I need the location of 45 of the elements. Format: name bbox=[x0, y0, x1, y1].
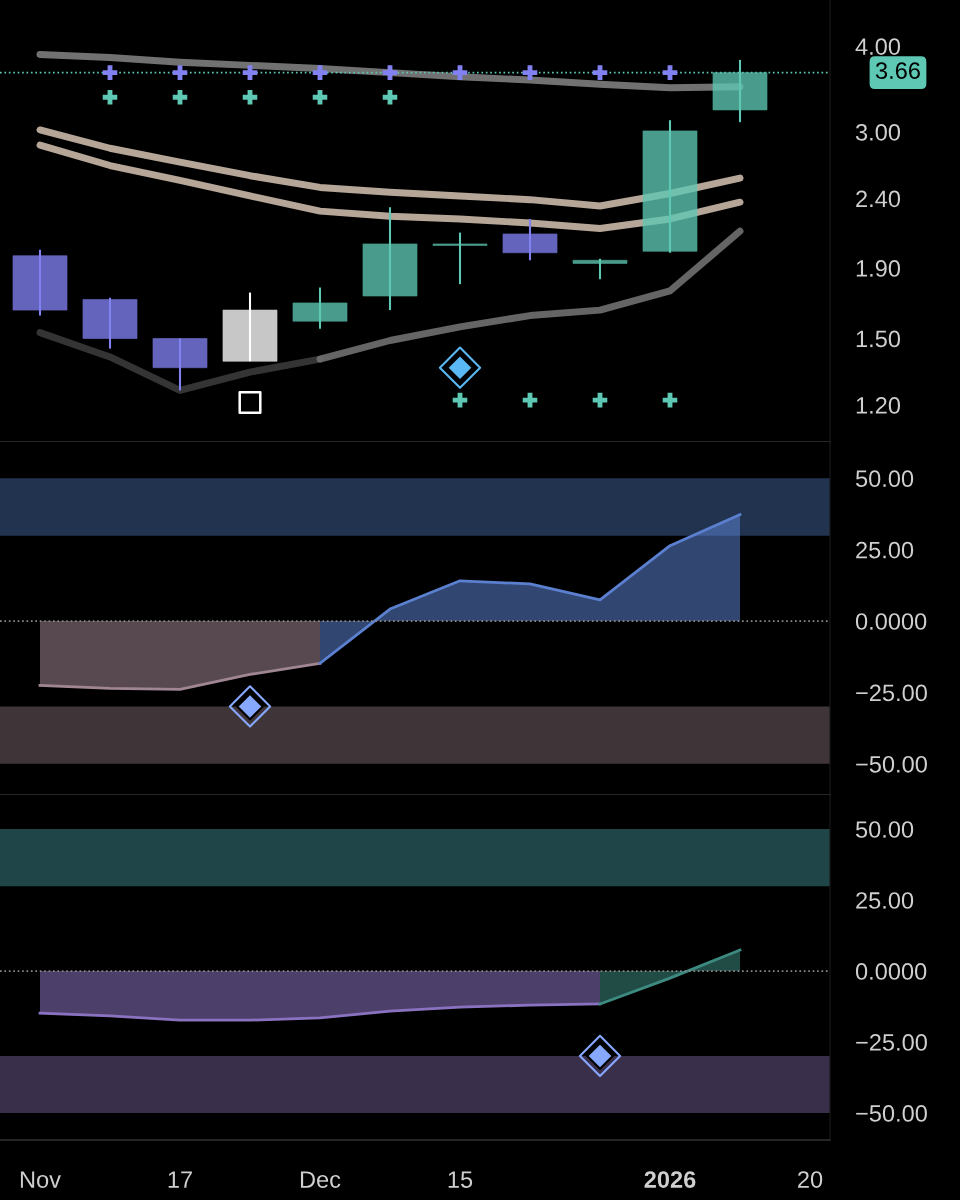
x-tick-label: 15 bbox=[448, 1171, 473, 1188]
point bbox=[662, 65, 678, 80]
point bbox=[592, 65, 608, 80]
point bbox=[522, 392, 538, 408]
point bbox=[172, 89, 188, 105]
x-tick-label: Nov bbox=[20, 1171, 61, 1188]
y-tick-label: −50.00 bbox=[856, 755, 927, 773]
point bbox=[592, 392, 608, 408]
point bbox=[102, 89, 118, 105]
ref-line-label: 3.66 bbox=[875, 62, 920, 79]
point bbox=[312, 65, 328, 80]
point bbox=[102, 65, 118, 80]
point bbox=[242, 89, 258, 105]
x-tick-label: 17 bbox=[168, 1171, 192, 1188]
point bbox=[382, 65, 398, 80]
y-tick-label: −50.00 bbox=[856, 1105, 927, 1122]
y-tick-label: 1.20 bbox=[856, 397, 901, 414]
candlestick bbox=[572, 257, 628, 281]
point bbox=[438, 346, 482, 389]
y-tick-label: −25.00 bbox=[856, 684, 927, 702]
point bbox=[662, 392, 678, 408]
point bbox=[452, 392, 468, 408]
y-tick-label: 1.90 bbox=[856, 260, 901, 277]
y-tick-label: −25.00 bbox=[856, 1034, 927, 1051]
y-tick-label: 0.0000 bbox=[855, 963, 927, 980]
point bbox=[172, 65, 188, 80]
x-tick-label: Dec bbox=[300, 1171, 341, 1188]
y-tick-label: 50.00 bbox=[855, 821, 914, 838]
y-tick-label: 0.0000 bbox=[855, 613, 927, 630]
candlestick bbox=[432, 231, 488, 286]
point bbox=[312, 89, 328, 105]
y-tick-label: 3.00 bbox=[855, 123, 901, 141]
point bbox=[452, 65, 468, 80]
point bbox=[242, 65, 258, 80]
y-tick-label: 1.50 bbox=[856, 330, 901, 348]
point bbox=[522, 65, 538, 80]
y-tick-label: 50.00 bbox=[855, 470, 914, 488]
x-tick-label: 2026 bbox=[644, 1171, 696, 1188]
y-tick-label: 25.00 bbox=[856, 892, 914, 909]
y-tick-label: 4.00 bbox=[855, 38, 901, 55]
y-tick-label: 2.40 bbox=[856, 190, 901, 208]
point bbox=[238, 391, 262, 415]
point bbox=[382, 89, 398, 105]
y-tick-label: 25.00 bbox=[856, 541, 914, 559]
x-tick-label: 20 bbox=[798, 1171, 823, 1188]
